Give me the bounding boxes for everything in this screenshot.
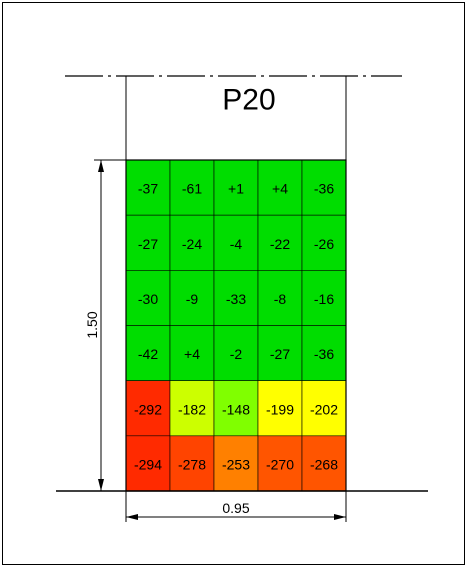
width-dimension-label: 0.95 [222, 500, 249, 516]
grid-cell [301, 270, 347, 326]
grid-cell-value: -9 [186, 291, 199, 307]
width-dim-arrow-left [126, 514, 138, 520]
grid-cell-value: -36 [314, 346, 334, 362]
grid-cell-value: -16 [314, 291, 334, 307]
grid-cell-value: -30 [138, 291, 158, 307]
grid-cell-value: -182 [178, 401, 206, 417]
grid-cell-value: +4 [272, 181, 288, 197]
grid-cell [301, 435, 347, 492]
grid-cell-value: -253 [222, 456, 250, 472]
grid-cell-value: -8 [274, 291, 287, 307]
grid-cell-value: -24 [182, 236, 202, 252]
grid-cell [125, 159, 171, 216]
grid-cell-value: -294 [134, 456, 162, 472]
grid-cell-value: -27 [270, 346, 290, 362]
grid-cell [125, 380, 171, 437]
grid-cell [301, 159, 347, 216]
grid-cell [125, 325, 171, 381]
grid-cell-value: -4 [230, 236, 243, 252]
height-dim-arrow-bottom [98, 479, 104, 491]
grid-cell-value: -37 [138, 181, 158, 197]
grid-cell [213, 325, 259, 381]
panel-title: P20 [222, 84, 275, 117]
grid-cell [257, 325, 303, 381]
grid-cell [257, 159, 303, 216]
grid-cell [125, 435, 171, 492]
grid-cell [169, 325, 215, 381]
grid-cell-value: -26 [314, 236, 334, 252]
grid-cell-value: -22 [270, 236, 290, 252]
grid-cell [213, 159, 259, 216]
grid-cell [169, 435, 215, 492]
grid-cell [125, 270, 171, 326]
grid-cell [301, 325, 347, 381]
grid-cell [169, 380, 215, 437]
grid-cell-value: -292 [134, 401, 162, 417]
grid-cell-value: -33 [226, 291, 246, 307]
heatmap-grid: -37 -61 +1 +4 -36 -27 -24 -4 -22 -26 -30 -9 -33 -8 -16… [125, 159, 347, 492]
grid-cell [213, 435, 259, 492]
grid-cell-value: -2 [230, 346, 243, 362]
grid-cell [169, 270, 215, 326]
grid-cell-value: -27 [138, 236, 158, 252]
grid-cell-value: +4 [184, 346, 200, 362]
grid-cell-value: -278 [178, 456, 206, 472]
grid-cell-value: -199 [266, 401, 294, 417]
grid-cell-value: -202 [310, 401, 338, 417]
height-dim-arrow-top [98, 160, 104, 172]
grid-cell-value: +1 [228, 181, 244, 197]
width-dim-arrow-right [334, 514, 346, 520]
grid-cell [257, 380, 303, 437]
grid-cell-value: -270 [266, 456, 294, 472]
grid-cell-value: -42 [138, 346, 158, 362]
grid-cell [169, 214, 215, 271]
grid-cell-value: -148 [222, 401, 250, 417]
grid-cell-value: -268 [310, 456, 338, 472]
height-dimension-label: 1.50 [84, 311, 100, 338]
grid-cell [213, 270, 259, 326]
grid-cell-value: -61 [182, 181, 202, 197]
grid-cell-value: -36 [314, 181, 334, 197]
grid-cell [257, 214, 303, 271]
